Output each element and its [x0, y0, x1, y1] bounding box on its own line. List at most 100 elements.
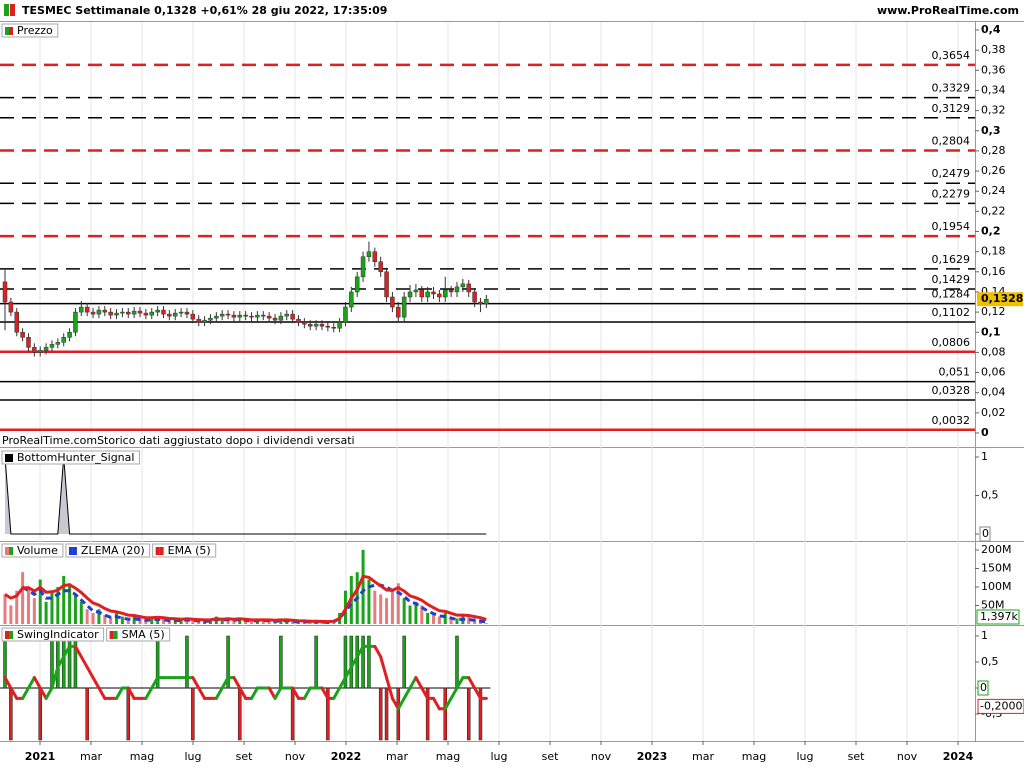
bar — [161, 618, 165, 624]
candle-body — [337, 321, 342, 329]
bar — [279, 619, 283, 624]
bar — [85, 609, 89, 624]
x-tick-label: set — [542, 750, 559, 763]
y-tick-label: 150M — [981, 562, 1012, 575]
candle-body — [319, 323, 325, 327]
bar — [138, 618, 142, 624]
bar — [238, 687, 242, 741]
last-value-label: 0 — [980, 681, 987, 694]
bar — [349, 635, 354, 689]
line-segment — [91, 676, 101, 690]
legend-icon — [68, 547, 73, 555]
x-tick-label: 2021 — [25, 750, 56, 763]
y-tick-label: 0,26 — [981, 164, 1006, 177]
line-segment — [214, 686, 224, 700]
candle-body — [290, 313, 295, 320]
bar — [226, 635, 230, 689]
candle-body — [61, 337, 66, 343]
bar — [126, 618, 130, 624]
level-label: 0,2279 — [932, 187, 971, 200]
candle-body — [484, 298, 489, 305]
candle-body — [2, 281, 8, 303]
bar — [250, 621, 254, 624]
line-segment — [38, 686, 48, 700]
y-tick-label: 1 — [981, 450, 988, 463]
bar — [449, 616, 453, 624]
bar — [408, 605, 412, 624]
candle-body — [443, 289, 448, 298]
bar — [385, 598, 389, 624]
level-label: 0,1429 — [932, 273, 971, 286]
bar — [437, 616, 441, 624]
candle-body — [360, 256, 366, 278]
line-segment — [197, 686, 207, 700]
x-tick-label: set — [236, 750, 253, 763]
candle-body — [20, 332, 25, 338]
y-tick-label: 0,2 — [981, 225, 1001, 238]
legend-box — [152, 543, 217, 558]
bar — [373, 590, 377, 624]
bar — [244, 620, 248, 624]
line-segment — [50, 665, 60, 690]
site-name: www.ProRealTime.com — [877, 4, 1019, 17]
x-tick-label: lug — [490, 750, 507, 763]
y-tick-label: 100M — [981, 580, 1012, 593]
bar — [56, 587, 60, 624]
legend-label: ZLEMA (20) — [81, 544, 145, 557]
last-value-box — [979, 526, 991, 542]
x-tick-label: nov — [591, 750, 612, 763]
bar — [15, 590, 19, 624]
line-segment — [191, 676, 201, 690]
last-value-label: 0 — [982, 527, 989, 540]
candle-body — [178, 311, 184, 314]
bar — [21, 572, 25, 624]
candle-body — [390, 296, 395, 308]
y-tick-label: 0,1 — [981, 325, 1001, 338]
bar — [91, 612, 95, 624]
bar — [290, 687, 295, 741]
candle-body — [73, 311, 78, 333]
level-label: 0,0328 — [932, 384, 971, 397]
indicator-line — [4, 574, 487, 624]
last-value-box — [977, 698, 1024, 714]
legend-label: Prezzo — [17, 24, 53, 37]
x-tick-label: nov — [285, 750, 306, 763]
bar — [62, 575, 66, 624]
bar — [38, 579, 42, 624]
legend-label: BottomHunter_Signal — [17, 451, 134, 464]
bar — [208, 620, 212, 624]
line-segment — [408, 676, 418, 690]
candle-body — [278, 315, 284, 321]
bar — [120, 616, 124, 624]
candle-body — [296, 318, 301, 323]
bar — [443, 687, 447, 741]
candle-body — [243, 314, 248, 317]
candle-body — [67, 332, 72, 338]
y-tick-label: 0,16 — [981, 265, 1006, 278]
y-tick-label: 0,04 — [981, 386, 1006, 399]
line-segment — [85, 665, 95, 680]
x-tick-label: 2023 — [637, 750, 668, 763]
bar — [396, 687, 401, 741]
bar — [384, 687, 389, 741]
y-tick-label: 0,22 — [981, 204, 1006, 217]
line-segment — [3, 676, 13, 690]
candle-body — [79, 306, 84, 313]
level-label: 0,051 — [939, 366, 971, 379]
last-value-label: -0,2000 — [980, 699, 1022, 712]
x-tick-label: set — [848, 750, 865, 763]
y-tick-label: 0,24 — [981, 184, 1006, 197]
line-segment — [144, 686, 154, 700]
line-segment — [385, 676, 394, 700]
candle-body — [167, 313, 172, 317]
logo-down — [10, 4, 15, 16]
bar — [355, 635, 359, 689]
candle-body — [49, 344, 55, 348]
candle-body — [343, 306, 348, 323]
bar — [191, 687, 195, 741]
last-value-box — [977, 680, 989, 696]
line-segment — [32, 676, 42, 690]
